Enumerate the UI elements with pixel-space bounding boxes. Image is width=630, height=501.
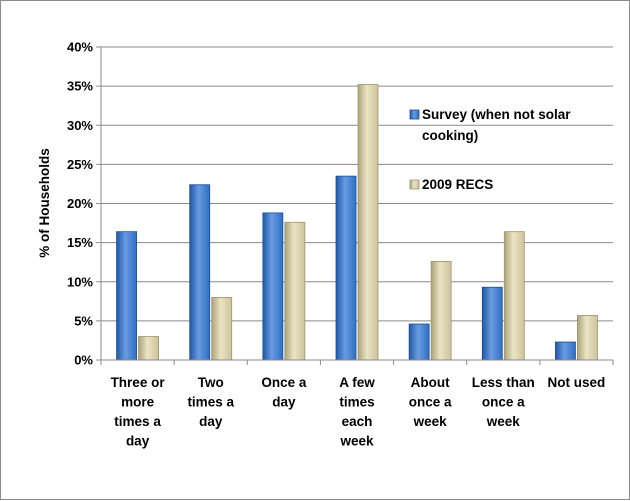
survey-bar-4	[335, 175, 357, 361]
x-category-label: Two times a day	[187, 375, 234, 429]
y-tick-label: 20%	[67, 196, 93, 211]
survey-bar-6	[481, 286, 503, 361]
bars	[116, 84, 598, 361]
y-tick-label: 30%	[67, 118, 93, 133]
y-tick-label: 35%	[67, 79, 93, 94]
y-tick-label: 25%	[67, 157, 93, 172]
survey-bar-3	[262, 212, 284, 361]
recs-bar-6	[503, 231, 525, 361]
recs-legend-swatch	[409, 179, 420, 190]
x-category-label: About once a week	[409, 375, 452, 429]
x-category-label: Not used	[548, 375, 606, 390]
x-category-label: Once a day	[261, 375, 307, 410]
recs-bar-7	[577, 314, 598, 361]
survey-legend-label: Survey (when not solar cooking)	[422, 107, 571, 143]
survey-bar-1	[116, 231, 137, 361]
recs-legend-label: 2009 RECS	[422, 177, 493, 192]
recs-bar-2	[211, 296, 233, 361]
x-category-label: A few times each week	[339, 375, 375, 449]
survey-bar-5	[408, 323, 430, 361]
y-tick-labels: 0% 5% 10% 15% 20% 25% 30% 35% 40%	[67, 40, 93, 368]
y-tick-label: 15%	[67, 235, 93, 250]
x-category-label: Less than once a week	[472, 375, 535, 429]
y-axis-label: % of Households	[37, 148, 52, 258]
recs-bar-5	[430, 261, 452, 361]
recs-bar-1	[138, 336, 159, 361]
axes	[100, 47, 614, 365]
y-tick-label: 5%	[74, 313, 93, 328]
survey-bar-2	[189, 184, 211, 361]
y-tick-label: 40%	[67, 40, 93, 55]
recs-bar-4	[357, 84, 379, 361]
survey-legend-swatch	[409, 109, 420, 120]
recs-bar-3	[284, 221, 306, 361]
gridlines	[96, 46, 613, 361]
legend: Survey (when not solar cooking) 2009 RECS	[409, 107, 571, 192]
survey-bar-7	[555, 341, 576, 361]
y-tick-label: 0%	[74, 353, 93, 368]
x-category-label: Three or more times a day	[111, 375, 166, 449]
x-tick-labels: Three or more times a day Two times a day Once …	[111, 375, 606, 449]
y-tick-label: 10%	[67, 274, 93, 289]
